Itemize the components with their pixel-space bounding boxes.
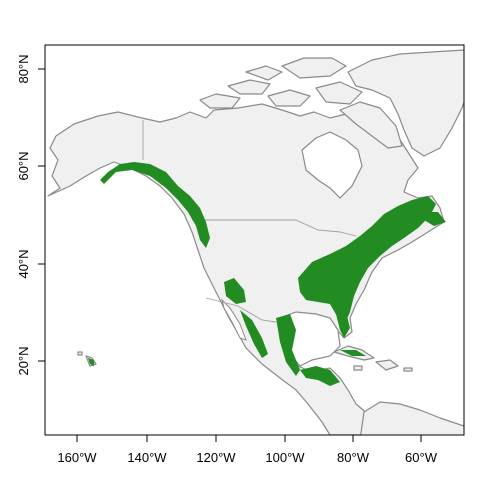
x-tick-label: 140°W	[127, 450, 167, 465]
x-axis: 160°W 140°W 120°W 100°W 80°W 60°W	[57, 435, 438, 465]
range-arizona	[224, 278, 246, 304]
greenland	[347, 49, 464, 157]
baffin-island	[339, 101, 403, 149]
gulf-of-california	[221, 298, 247, 341]
puerto-rico	[403, 367, 413, 372]
range-eastern-us	[298, 196, 436, 326]
range-newfoundland	[422, 212, 446, 226]
hudson-bay	[301, 131, 363, 199]
hispaniola	[375, 359, 399, 371]
range-cuba	[340, 350, 366, 356]
map-canvas	[47, 49, 464, 435]
jamaica	[353, 365, 363, 371]
hawaii	[77, 351, 83, 356]
north-america-landmass	[47, 103, 445, 435]
range-mexico-west	[240, 310, 268, 358]
x-tick-label: 60°W	[405, 450, 438, 465]
south-america	[360, 401, 464, 435]
species-range	[88, 162, 446, 386]
range-central-america	[300, 366, 340, 386]
range-florida	[336, 312, 350, 338]
y-tick-label: 20°N	[16, 346, 31, 375]
range-hawaii	[88, 358, 94, 366]
x-tick-label: 120°W	[196, 450, 236, 465]
us-mexico-border	[205, 297, 277, 323]
arctic-island	[267, 89, 311, 107]
y-axis: 80°N 60°N 40°N 20°N	[16, 54, 45, 376]
arctic-island	[315, 81, 363, 105]
x-tick-label: 100°W	[265, 450, 305, 465]
us-canada-border	[192, 219, 357, 237]
map-frame	[44, 44, 465, 436]
y-tick-label: 60°N	[16, 151, 31, 180]
arctic-island	[227, 79, 271, 95]
x-tick-label: 80°W	[337, 450, 370, 465]
range-mexico-east	[276, 314, 300, 376]
arctic-island	[281, 57, 347, 79]
x-tick-label: 160°W	[57, 450, 97, 465]
arctic-island	[199, 93, 241, 109]
range-bc-coast	[182, 196, 196, 214]
arctic-island	[245, 65, 283, 81]
y-tick-label: 40°N	[16, 249, 31, 278]
y-tick-label: 80°N	[16, 54, 31, 83]
